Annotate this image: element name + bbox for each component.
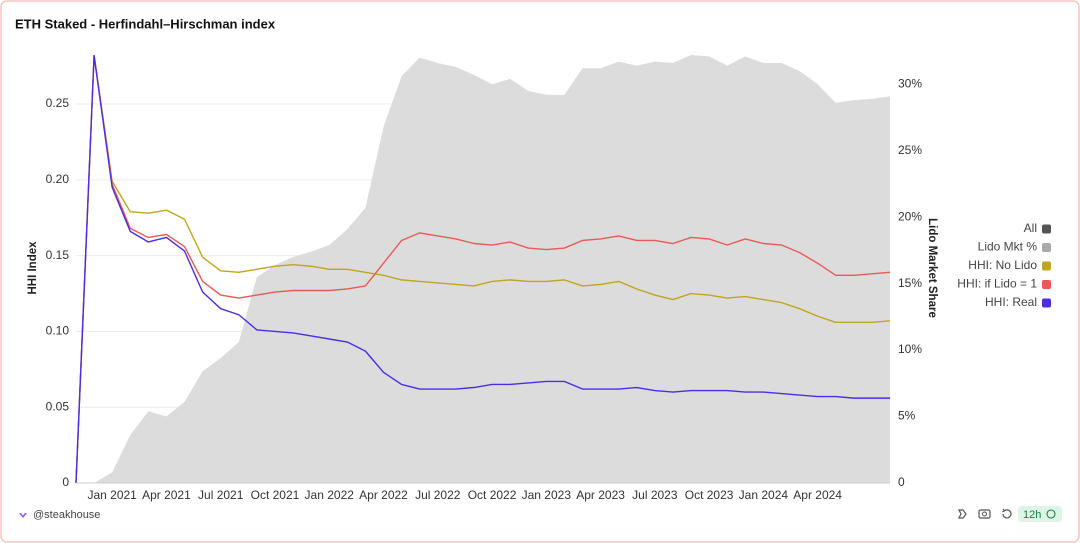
x-tick-label: Oct 2022 <box>468 488 517 502</box>
chart-title: ETH Staked - Herfindahl–Hirschman index <box>15 16 276 31</box>
legend: All Lido Mkt % HHI: No Lido HHI: if Lido =… <box>957 221 1051 309</box>
x-tick-label: Jan 2024 <box>739 488 789 502</box>
x-tick-label: Apr 2024 <box>793 488 842 502</box>
legend-swatch[interactable] <box>1042 298 1051 308</box>
x-tick-label: Jul 2023 <box>632 488 678 502</box>
x-tick-label: Jul 2022 <box>415 488 461 502</box>
y-axis-label: HHI Index <box>27 241 39 295</box>
y2-tick-label: 10% <box>898 342 922 356</box>
line <box>75 54 891 484</box>
legend-label[interactable]: HHI: if Lido = 1 <box>957 277 1037 291</box>
camera-lens <box>982 511 987 517</box>
y2-axis-label: Lido Market Share <box>926 218 938 318</box>
legend-swatch[interactable] <box>1042 224 1051 234</box>
axes: 0 0.05 0.10 0.15 0.20 0.25 0 5% 10% 15% 20% 25% 30% J… <box>46 76 923 502</box>
y2-tick-label: 15% <box>898 276 922 290</box>
x-tick-label: Jul 2021 <box>198 488 244 502</box>
toolbar: 12h <box>958 506 1062 522</box>
y-tick-label: 0.05 <box>46 399 70 413</box>
y2-tick-label: 20% <box>898 209 922 223</box>
legend-swatch[interactable] <box>1042 243 1051 252</box>
watermark: @steakhouse <box>33 509 100 521</box>
x-tick-label: Apr 2021 <box>142 488 191 502</box>
y-tick-label: 0.15 <box>46 248 70 262</box>
x-tick-label: Jan 2021 <box>87 488 137 502</box>
y-tick-label: 0.10 <box>46 324 70 338</box>
line <box>75 54 891 484</box>
legend-label[interactable]: HHI: Real <box>985 295 1037 309</box>
legend-label[interactable]: All <box>1024 221 1037 235</box>
x-tick-label: Oct 2021 <box>251 488 300 502</box>
y-tick-label: 0.20 <box>46 172 70 186</box>
legend-label[interactable]: Lido Mkt % <box>978 240 1038 254</box>
y2-tick-label: 5% <box>898 409 916 423</box>
y-tick-label: 0.25 <box>46 96 70 110</box>
y2-tick-label: 25% <box>898 143 922 157</box>
area <box>76 54 890 483</box>
camera-icon[interactable] <box>978 509 991 519</box>
line <box>75 54 890 484</box>
share-icon[interactable] <box>958 509 967 519</box>
refresh-icon[interactable] <box>1002 508 1012 519</box>
plot-area <box>75 54 891 484</box>
x-tick-label: Jan 2023 <box>522 488 572 502</box>
x-tick-label: Apr 2022 <box>359 488 408 502</box>
refresh-interval: 12h <box>1023 509 1041 521</box>
x-tick-label: Oct 2023 <box>685 488 734 502</box>
logo-icon <box>19 513 27 518</box>
legend-label[interactable]: HHI: No Lido <box>968 258 1037 272</box>
x-tick-label: Apr 2023 <box>576 488 625 502</box>
legend-swatch[interactable] <box>1042 261 1051 271</box>
ok-icon <box>1046 509 1056 519</box>
x-tick-label: Jan 2022 <box>305 488 355 502</box>
y-tick-label: 0 <box>62 475 69 489</box>
y2-tick-label: 30% <box>898 76 922 90</box>
y2-tick-label: 0 <box>898 475 905 489</box>
legend-swatch[interactable] <box>1042 280 1051 289</box>
